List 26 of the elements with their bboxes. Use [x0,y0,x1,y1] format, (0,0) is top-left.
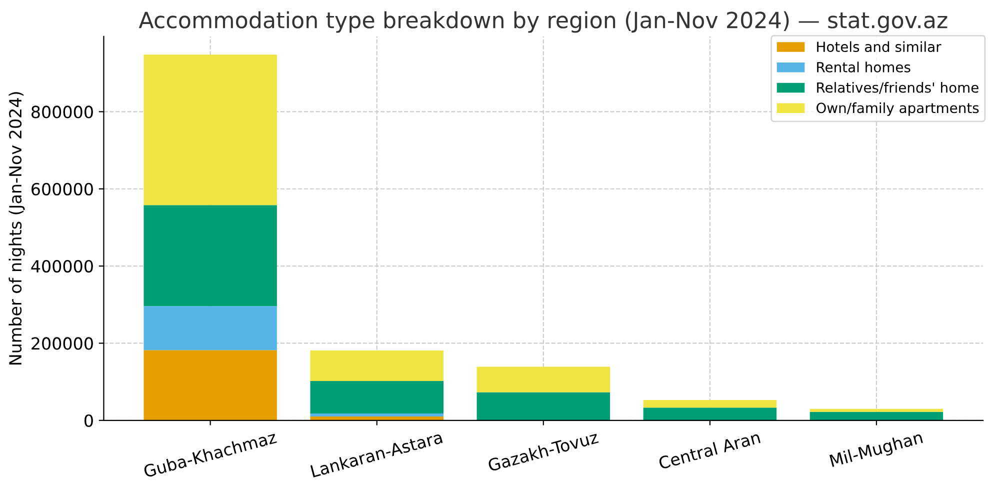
y-tick-label: 200000 [32,337,93,350]
y-tick-label: 400000 [31,260,93,273]
legend-label: Relatives/friends' home [817,82,978,94]
chart-title: Accommodation type breakdown by region (Jan-Nov 2024) — stat.gov.az [138,11,948,33]
y-tick-label: 800000 [32,106,93,118]
bar [310,413,444,417]
bar [810,412,944,420]
bar [144,54,277,206]
legend-label: Hotels and similar [817,41,942,52]
bar [310,350,444,382]
bar [144,306,277,350]
legend-label: Rental homes [817,62,910,72]
bar [310,416,444,420]
bar [643,408,777,420]
bar [144,350,277,420]
bar [643,400,777,408]
bar [810,408,944,412]
bar [144,205,277,306]
bar [310,381,444,414]
legend-label: Own/family apartments [816,102,979,116]
y-axis-title: Number of nights (Jan-Nov 2024) [8,92,25,364]
y-tick-label: 600000 [32,182,93,196]
bar [476,392,610,420]
x-tick-label: Central Aran [658,430,761,470]
bar [476,366,610,392]
y-tick-label: 0 [84,414,93,427]
